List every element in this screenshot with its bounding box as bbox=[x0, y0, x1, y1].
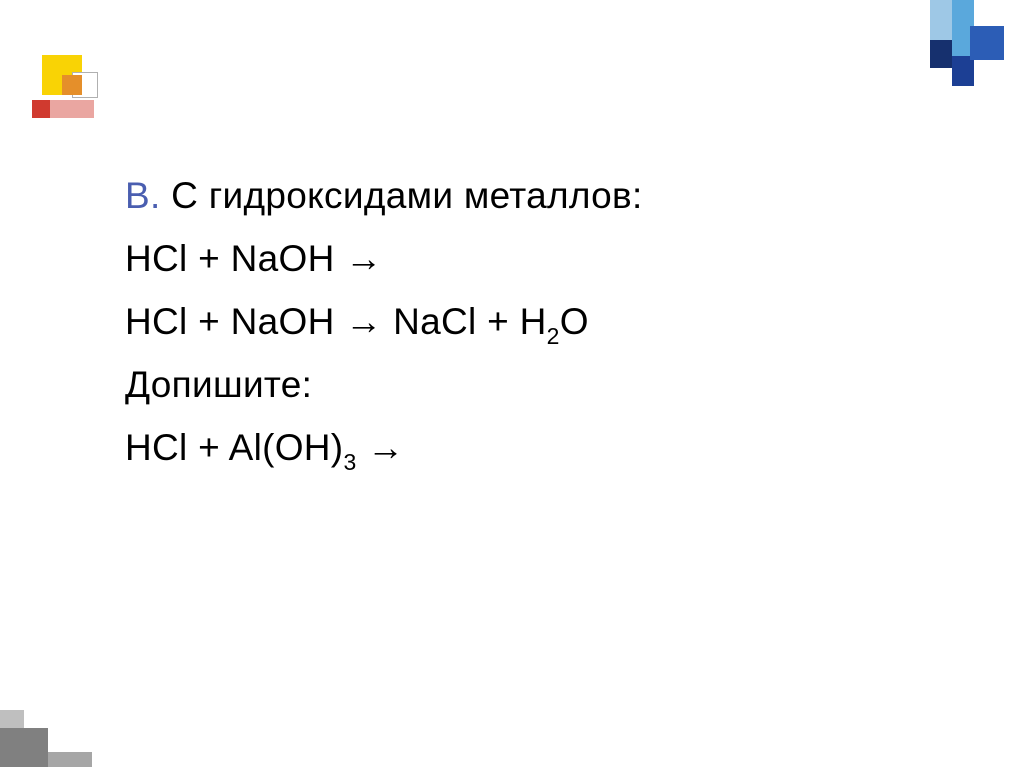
deco-navy bbox=[952, 56, 974, 86]
heading-line: В. С гидроксидами металлов: bbox=[125, 165, 915, 228]
heading-rest: С гидроксидами металлов: bbox=[161, 175, 643, 216]
equation-2: HCl + NaOH → NaCl + H2O bbox=[125, 291, 915, 354]
section-letter: В. bbox=[125, 175, 161, 216]
deco-dknavy bbox=[930, 40, 952, 68]
eq2-pre: HCl + NaOH → NaCl + H bbox=[125, 301, 547, 342]
eq3-post: → bbox=[357, 427, 405, 468]
deco-red-strip bbox=[50, 100, 94, 118]
equation-1: HCl + NaOH → bbox=[125, 228, 915, 291]
slide: В. С гидроксидами металлов: HCl + NaOH →… bbox=[0, 0, 1024, 767]
deco-red-small-square bbox=[32, 100, 50, 118]
deco-grey-light bbox=[0, 710, 24, 728]
instruction: Допишите: bbox=[125, 354, 915, 417]
eq2-sub: 2 bbox=[547, 323, 560, 349]
deco-ltblue bbox=[930, 0, 952, 40]
deco-grey-strip bbox=[48, 752, 92, 767]
content-block: В. С гидроксидами металлов: HCl + NaOH →… bbox=[125, 165, 915, 479]
eq3-pre: HCl + Al(OH) bbox=[125, 427, 343, 468]
deco-grey-big bbox=[0, 728, 48, 767]
eq2-post: O bbox=[560, 301, 589, 342]
deco-orange-square bbox=[62, 75, 82, 95]
eq3-sub: 3 bbox=[343, 449, 356, 475]
equation-3: HCl + Al(OH)3 → bbox=[125, 417, 915, 480]
deco-blue-square bbox=[970, 26, 1004, 60]
